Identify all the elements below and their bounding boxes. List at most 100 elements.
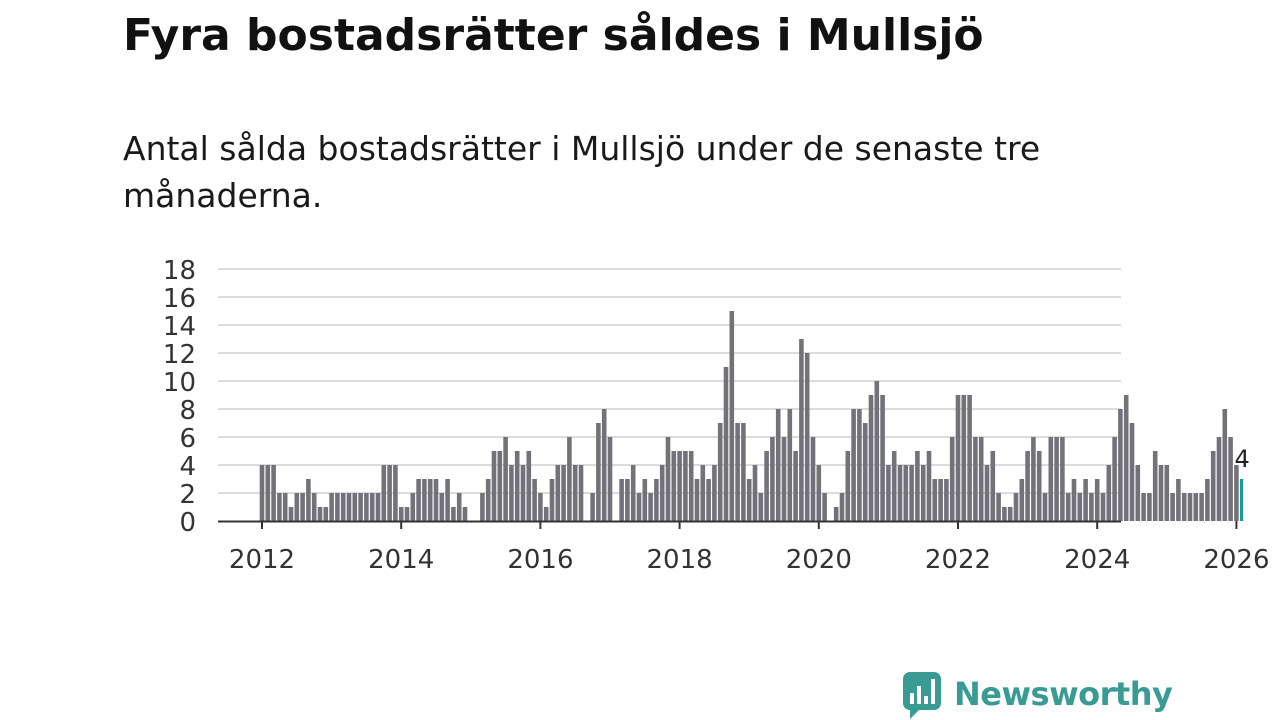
bar bbox=[282, 493, 288, 521]
chart-title: Fyra bostadsrätter såldes i Mullsjö bbox=[123, 10, 984, 61]
bar bbox=[706, 479, 711, 521]
bar bbox=[775, 409, 781, 521]
bar bbox=[387, 465, 392, 521]
bar bbox=[799, 339, 804, 521]
bar bbox=[781, 437, 787, 521]
y-tick-label: 4 bbox=[179, 452, 196, 482]
bar bbox=[735, 423, 740, 521]
bar bbox=[416, 479, 421, 521]
bar bbox=[1013, 493, 1019, 521]
x-tick-label: 2022 bbox=[925, 545, 991, 575]
bar bbox=[1112, 437, 1117, 521]
bar bbox=[1025, 451, 1030, 521]
highlight-data-label: 4 bbox=[1235, 445, 1250, 473]
bar bbox=[1123, 395, 1129, 521]
bar bbox=[567, 437, 572, 521]
newsworthy-brand: Newsworthy bbox=[902, 669, 1173, 719]
bar bbox=[1036, 451, 1042, 521]
bar bbox=[891, 451, 897, 521]
bar bbox=[491, 451, 497, 521]
newsworthy-logo-icon bbox=[903, 672, 941, 719]
bar bbox=[277, 493, 282, 521]
y-tick-label: 16 bbox=[163, 284, 196, 314]
bar bbox=[1228, 437, 1233, 521]
bar bbox=[990, 451, 996, 521]
bar bbox=[1042, 493, 1048, 521]
bar bbox=[862, 423, 868, 521]
x-tick-label: 2018 bbox=[647, 545, 713, 575]
bar bbox=[538, 493, 543, 521]
bar bbox=[723, 367, 729, 521]
bar bbox=[1135, 465, 1141, 521]
bar bbox=[607, 437, 613, 521]
bar bbox=[306, 479, 311, 521]
bar bbox=[596, 423, 601, 521]
bar bbox=[532, 479, 537, 521]
y-tick-label: 10 bbox=[163, 368, 196, 398]
bar bbox=[294, 493, 300, 521]
bar bbox=[271, 465, 276, 521]
bar bbox=[1181, 493, 1187, 521]
bar bbox=[712, 465, 717, 521]
y-tick-label: 0 bbox=[179, 508, 196, 538]
bar bbox=[410, 493, 416, 521]
bar bbox=[1071, 479, 1077, 521]
bar bbox=[822, 493, 827, 521]
bar bbox=[288, 507, 294, 521]
bar bbox=[967, 395, 972, 521]
bar bbox=[642, 479, 648, 521]
bar bbox=[683, 451, 688, 521]
y-tick-label: 14 bbox=[163, 312, 196, 342]
bar bbox=[335, 493, 340, 521]
bar bbox=[1019, 479, 1025, 521]
bar bbox=[1002, 507, 1007, 521]
bar bbox=[601, 409, 607, 521]
bar bbox=[688, 451, 694, 521]
bar bbox=[915, 451, 920, 521]
bar bbox=[1210, 451, 1216, 521]
bar bbox=[810, 437, 816, 521]
bar bbox=[648, 493, 653, 521]
y-tick-label: 18 bbox=[163, 256, 196, 286]
bar bbox=[526, 451, 532, 521]
bar bbox=[903, 465, 909, 521]
bar bbox=[555, 465, 561, 521]
bar bbox=[1164, 465, 1170, 521]
y-tick-label: 6 bbox=[179, 424, 196, 454]
bar bbox=[1152, 451, 1158, 521]
bar bbox=[375, 493, 381, 521]
bar bbox=[439, 493, 445, 521]
bar bbox=[404, 507, 410, 521]
bar bbox=[700, 465, 706, 521]
bar bbox=[369, 493, 375, 521]
bars bbox=[259, 311, 1244, 521]
bar bbox=[590, 493, 595, 521]
bar bbox=[839, 493, 845, 521]
bar bbox=[1147, 493, 1152, 521]
bar bbox=[845, 451, 851, 521]
bar bbox=[949, 437, 955, 521]
bar bbox=[804, 353, 810, 521]
bar bbox=[1089, 493, 1094, 521]
bar bbox=[978, 437, 984, 521]
bar bbox=[514, 451, 520, 521]
bar bbox=[746, 479, 752, 521]
bar bbox=[961, 395, 967, 521]
bar bbox=[265, 465, 271, 521]
chart-subtitle: Antal sålda bostadsrätter i Mullsjö unde… bbox=[123, 129, 1041, 215]
bar bbox=[886, 465, 891, 521]
bar bbox=[1176, 479, 1181, 521]
bar bbox=[1129, 423, 1135, 521]
x-tick-label: 2020 bbox=[786, 545, 852, 575]
bar bbox=[358, 493, 363, 521]
bar bbox=[497, 451, 503, 521]
bar bbox=[381, 465, 387, 521]
brand-name: Newsworthy bbox=[954, 675, 1173, 713]
bar bbox=[1158, 465, 1164, 521]
bar bbox=[451, 507, 456, 521]
bar bbox=[677, 451, 682, 521]
bar bbox=[636, 493, 642, 521]
bar bbox=[654, 479, 659, 521]
